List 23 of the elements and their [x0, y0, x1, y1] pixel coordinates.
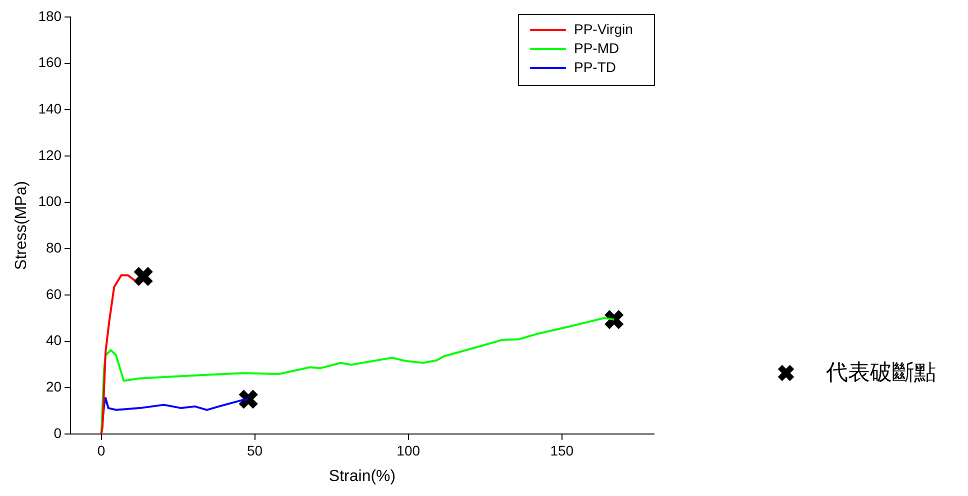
y-tick-label: 120 — [38, 146, 62, 163]
x-tick-label: 0 — [97, 442, 106, 458]
y-tick-label: 100 — [38, 193, 62, 210]
x-axis-title: Strain(%) — [328, 468, 396, 485]
y-tick-label: 0 — [54, 424, 62, 441]
y-tick-label: 180 — [38, 8, 62, 24]
y-tick-label: 40 — [46, 332, 62, 348]
y-tick-label: 80 — [46, 240, 62, 256]
y-tick-label: 60 — [46, 286, 62, 302]
legend-label: PP-Virgin — [574, 20, 633, 37]
x-tick-label: 100 — [396, 442, 420, 458]
y-tick-label: 20 — [46, 378, 62, 395]
legend-label: PP-TD — [574, 58, 616, 75]
point — [238, 388, 259, 410]
x-tick-label: 50 — [247, 442, 263, 458]
y-tick-label: 140 — [38, 100, 62, 117]
y-tick-label: 160 — [38, 54, 62, 70]
legend-label: PP-MD — [574, 40, 620, 56]
point — [132, 266, 154, 288]
x-tick-label: 150 — [550, 442, 574, 458]
y-axis-title: Stress(MPa) — [13, 181, 30, 270]
legend-label: 代表破斷點 — [825, 360, 936, 386]
point — [604, 308, 625, 330]
